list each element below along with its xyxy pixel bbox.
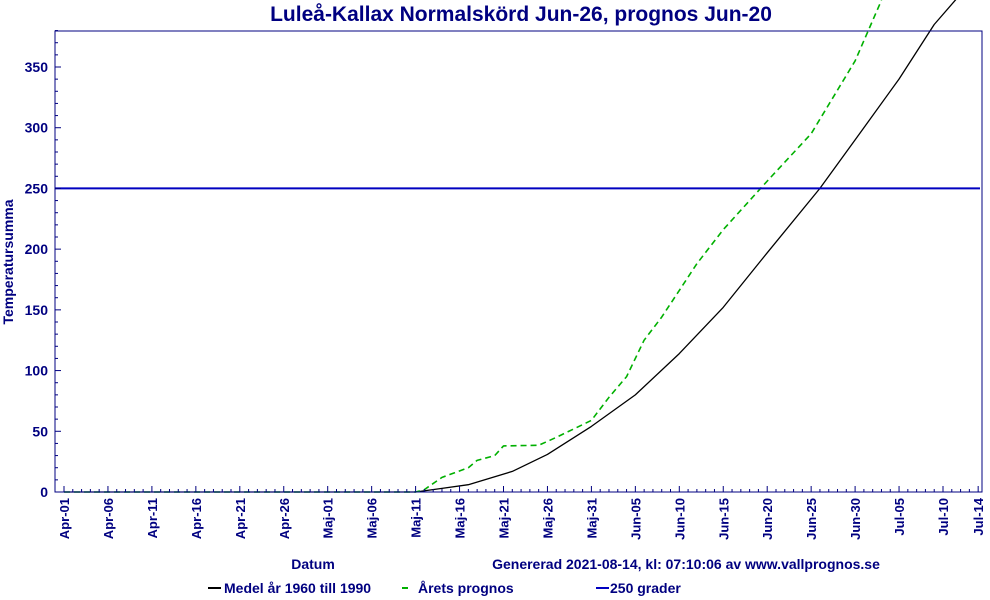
x-tick-label: Apr-06 bbox=[101, 498, 116, 539]
x-tick-label: Maj-21 bbox=[497, 498, 512, 538]
x-tick-label: Maj-11 bbox=[409, 498, 424, 538]
x-tick-label: Maj-06 bbox=[365, 498, 380, 538]
x-tick-label: Jun-05 bbox=[628, 498, 643, 540]
x-tick-label: Maj-01 bbox=[321, 498, 336, 538]
x-tick-label: Jun-30 bbox=[848, 498, 863, 540]
x-axis-label: Datum bbox=[291, 556, 335, 572]
chart-title: Luleå-Kallax Normalskörd Jun-26, prognos… bbox=[270, 3, 772, 26]
mean-series-line bbox=[64, 0, 957, 493]
x-tick-label: Jul-14 bbox=[971, 497, 986, 535]
legend-label-mean: Medel år 1960 till 1990 bbox=[224, 580, 371, 596]
generated-footer: Genererad 2021-08-14, kl: 07:10:06 av ww… bbox=[492, 556, 880, 572]
y-tick-label: 250 bbox=[25, 180, 49, 196]
x-tick-label: Maj-31 bbox=[584, 498, 599, 538]
x-tick-label: Jun-10 bbox=[672, 498, 687, 540]
y-tick-label: 50 bbox=[32, 423, 48, 439]
y-tick-label: 0 bbox=[40, 484, 48, 500]
legend-label-threshold: 250 grader bbox=[610, 580, 681, 596]
y-tick-label: 200 bbox=[25, 241, 49, 257]
x-tick-label: Apr-26 bbox=[277, 498, 292, 539]
x-tick-label: Maj-26 bbox=[540, 498, 555, 538]
x-tick-label: Apr-16 bbox=[189, 498, 204, 539]
y-axis-label: Temperatursumma bbox=[0, 199, 16, 324]
y-tick-label: 100 bbox=[25, 363, 49, 379]
x-tick-label: Apr-01 bbox=[57, 498, 72, 539]
x-tick-label: Apr-21 bbox=[233, 498, 248, 539]
forecast-series-line bbox=[64, 0, 883, 493]
y-tick-label: 350 bbox=[25, 59, 49, 75]
x-tick-label: Jul-05 bbox=[892, 498, 907, 536]
x-tick-label: Jul-10 bbox=[936, 498, 951, 536]
x-tick-label: Jun-20 bbox=[760, 498, 775, 540]
y-tick-label: 300 bbox=[25, 120, 49, 136]
y-tick-label: 150 bbox=[25, 302, 49, 318]
x-tick-label: Jun-25 bbox=[804, 498, 819, 540]
legend-label-forecast: Årets prognos bbox=[418, 580, 514, 596]
x-tick-label: Jun-15 bbox=[716, 498, 731, 540]
x-tick-label: Maj-16 bbox=[453, 498, 468, 538]
legend: Medel år 1960 till 1990 Årets prognos 25… bbox=[208, 580, 681, 596]
x-tick-label: Apr-11 bbox=[145, 498, 160, 538]
plot-frame bbox=[54, 30, 983, 493]
